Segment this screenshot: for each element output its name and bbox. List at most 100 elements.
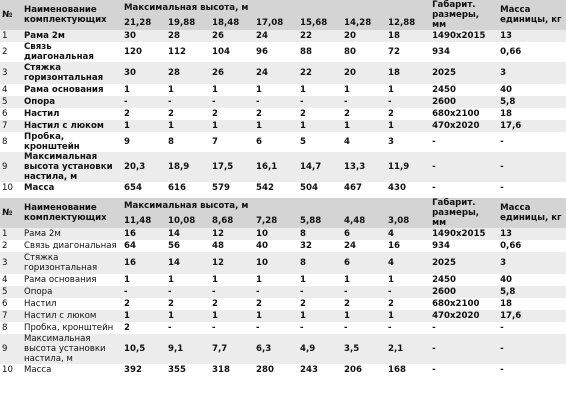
table-cell: 5 <box>298 132 342 152</box>
table-cell: 934 <box>430 42 499 62</box>
table-cell: 8 <box>0 322 22 334</box>
table-cell: 40 <box>498 274 566 286</box>
header-cell: Габарит. размеры, мм <box>430 0 499 30</box>
table-cell: - <box>210 286 254 298</box>
table-cell: 470х2020 <box>430 310 499 322</box>
table-cell: 1 <box>298 274 342 286</box>
table-cell: 3,5 <box>342 334 386 364</box>
table-cell: 2 <box>210 298 254 310</box>
table-cell: 13,3 <box>342 152 386 182</box>
table-cell: - <box>386 96 431 108</box>
table-cell: Стяжка горизонтальная <box>22 62 122 84</box>
table-cell: - <box>430 322 499 334</box>
table-cell: 7 <box>210 132 254 152</box>
table-cell: 20 <box>342 30 386 42</box>
table-cell: 6,3 <box>254 334 298 364</box>
table-cell: - <box>254 286 298 298</box>
height-cell: 14,28 <box>342 15 386 30</box>
table-row: 3 Стяжка горизонтальная 30 28 26 24 22 20 18 2025… <box>0 62 566 84</box>
table-cell: 2 <box>298 108 342 120</box>
table-cell: 3 <box>0 62 22 84</box>
table-cell: 1 <box>254 120 298 132</box>
table-cell: 1 <box>210 274 254 286</box>
table-cell: 616 <box>166 182 210 194</box>
table-cell: 1 <box>386 84 431 96</box>
table-cell: 32 <box>298 240 342 252</box>
table-cell: - <box>298 286 342 298</box>
table-cell: - <box>166 96 210 108</box>
table-cell: 14,7 <box>298 152 342 182</box>
table-cell: Масса <box>22 182 122 194</box>
table-cell: 104 <box>210 42 254 62</box>
table-row: 10 Масса 654 616 579 542 504 467 430- - <box>0 182 566 194</box>
table-cell: 18 <box>498 108 566 120</box>
table-cell: 8 <box>0 132 22 152</box>
table-cell: 2 <box>122 322 166 334</box>
table-cell: 280 <box>254 364 298 376</box>
table-cell: 5 <box>0 286 22 298</box>
table-cell: - <box>498 132 566 152</box>
table-cell: - <box>430 364 499 376</box>
table-cell: 7,7 <box>210 334 254 364</box>
table-cell: 22 <box>298 62 342 84</box>
table-cell: 6 <box>0 298 22 310</box>
table-cell: 20,3 <box>122 152 166 182</box>
table-cell: 24 <box>342 240 386 252</box>
table-row: 8 Пробка, кронштейн 9 8 7 6 5 4 3- - <box>0 132 566 152</box>
table-cell: 20 <box>342 62 386 84</box>
table-cell: 2 <box>342 298 386 310</box>
table-cell: 8 <box>298 228 342 240</box>
table-row: 3 Стяжка горизонтальная 16 14 12 10 8 6 4 2025 3 <box>0 252 566 274</box>
table-cell: - <box>210 96 254 108</box>
table-cell: 0,66 <box>498 42 566 62</box>
table-cell: 1 <box>386 120 431 132</box>
table-cell: 12 <box>210 252 254 274</box>
table-row: 8 Пробка, кронштейн 2- - - - - - - - <box>0 322 566 334</box>
table-cell: 168 <box>386 364 431 376</box>
table-cell: Настил <box>22 108 122 120</box>
table-cell: 24 <box>254 30 298 42</box>
table-cell: - <box>342 322 386 334</box>
table-row: 4 Рама основания 1 1 1 1 1 1 1 2450 40 <box>0 274 566 286</box>
table-cell: 10 <box>254 228 298 240</box>
table-cell: 1 <box>0 30 22 42</box>
table-cell: 2025 <box>430 62 499 84</box>
table-cell: - <box>122 286 166 298</box>
table-cell: 1 <box>298 120 342 132</box>
table-cell: 1 <box>386 310 431 322</box>
table-cell: 18 <box>498 298 566 310</box>
table-cell: Максимальная высота установки настила, м <box>22 152 122 182</box>
table-cell: 48 <box>210 240 254 252</box>
table-cell: Пробка, кронштейн <box>22 132 122 152</box>
table-row: 2 Связь диагональная 120 112 104 96 88 80 72 934 0… <box>0 42 566 62</box>
table-cell: 1 <box>254 274 298 286</box>
table-cell: - <box>498 182 566 194</box>
table-cell: 17,5 <box>210 152 254 182</box>
height-row: 11,48 10,08 8,68 7,28 5,88 4,48 3,08 <box>0 213 566 228</box>
table-cell: 467 <box>342 182 386 194</box>
table-cell: Настил <box>22 298 122 310</box>
table-cell: 4 <box>0 274 22 286</box>
table-cell: 2 <box>254 108 298 120</box>
table-cell: 28 <box>166 62 210 84</box>
table-cell: 18 <box>386 62 431 84</box>
table-cell: 1 <box>342 274 386 286</box>
table-cell: 1 <box>254 310 298 322</box>
header-cell: № <box>0 198 22 228</box>
table-cell: - <box>298 96 342 108</box>
table-cell: 8 <box>298 252 342 274</box>
table-cell: 30 <box>122 62 166 84</box>
table-row: 10 Масса 392 355 318 280 243 206 168- - <box>0 364 566 376</box>
table-cell: 470х2020 <box>430 120 499 132</box>
table-cell: 10 <box>0 364 22 376</box>
table-cell: 680х2100 <box>430 298 499 310</box>
table-cell: 1 <box>298 310 342 322</box>
table-cell: 0,66 <box>498 240 566 252</box>
table-cell: 40 <box>254 240 298 252</box>
table-cell: 6 <box>342 252 386 274</box>
table-row: 2 Связь диагональная 64 56 48 40 32 24 16 934 0,66 <box>0 240 566 252</box>
table-row: 4 Рама основания 1 1 1 1 1 1 1 2450 40 <box>0 84 566 96</box>
table-cell: 1 <box>342 120 386 132</box>
height-cell: 21,28 <box>122 15 166 30</box>
